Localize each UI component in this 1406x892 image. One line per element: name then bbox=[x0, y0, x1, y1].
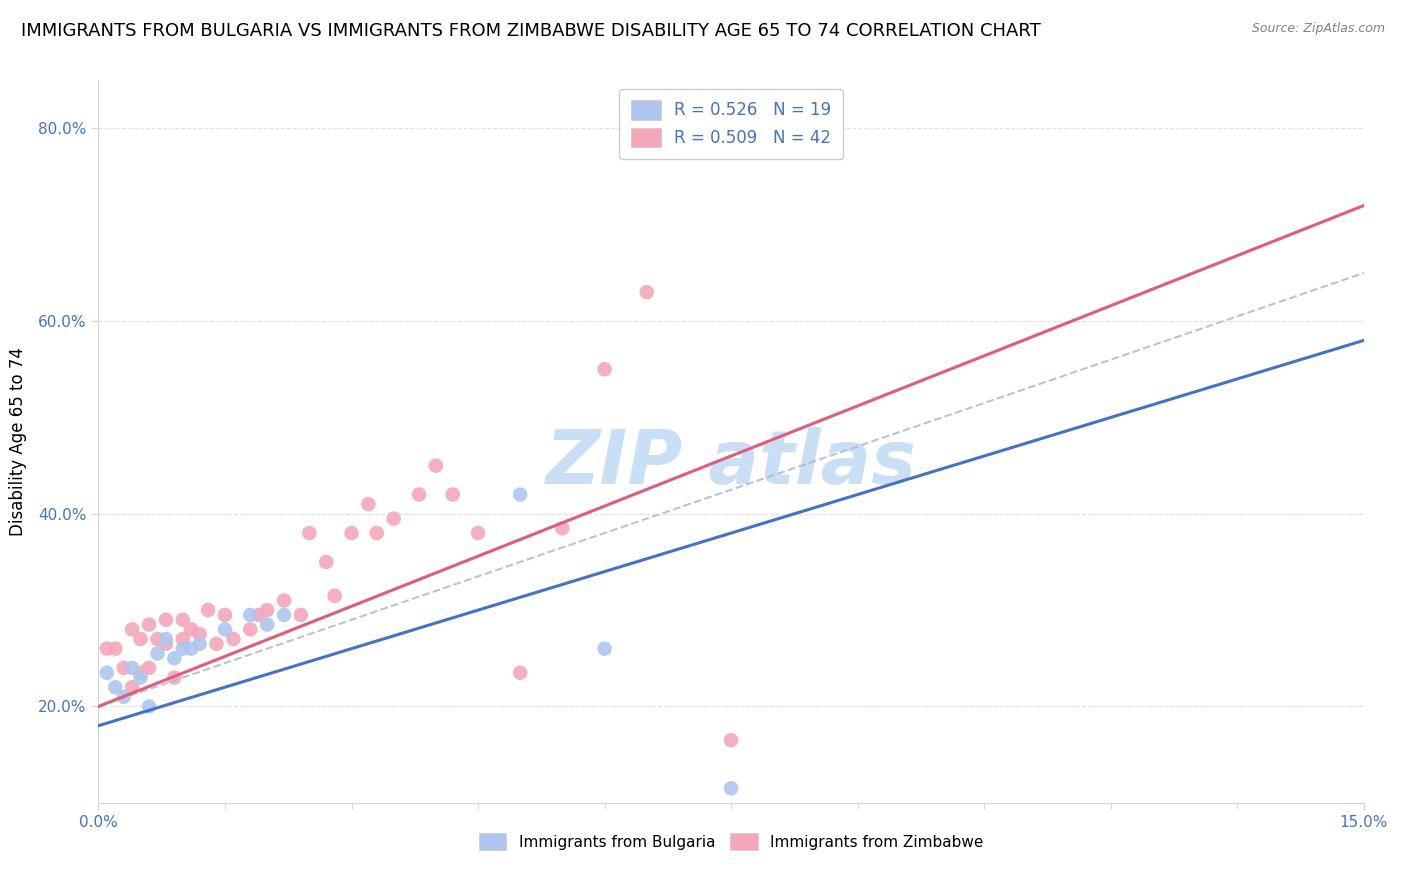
Point bbox=[146, 632, 169, 646]
Point bbox=[239, 623, 262, 637]
Point bbox=[509, 665, 531, 680]
Point bbox=[315, 555, 337, 569]
Point bbox=[273, 607, 295, 622]
Point bbox=[163, 651, 186, 665]
Point bbox=[155, 632, 177, 646]
Point bbox=[467, 526, 489, 541]
Point bbox=[104, 680, 127, 694]
Point bbox=[129, 632, 152, 646]
Point bbox=[256, 603, 278, 617]
Point bbox=[121, 623, 143, 637]
Point bbox=[96, 641, 118, 656]
Point bbox=[129, 671, 152, 685]
Point bbox=[636, 285, 658, 300]
Point bbox=[214, 607, 236, 622]
Point bbox=[163, 671, 186, 685]
Point bbox=[180, 623, 202, 637]
Point bbox=[138, 699, 160, 714]
Point bbox=[146, 647, 169, 661]
Point bbox=[425, 458, 447, 473]
Point bbox=[112, 690, 135, 704]
Legend: Immigrants from Bulgaria, Immigrants from Zimbabwe: Immigrants from Bulgaria, Immigrants fro… bbox=[472, 827, 990, 856]
Point bbox=[357, 497, 380, 511]
Point bbox=[197, 603, 219, 617]
Point bbox=[441, 487, 464, 501]
Point bbox=[172, 641, 194, 656]
Point bbox=[138, 661, 160, 675]
Point bbox=[112, 661, 135, 675]
Point bbox=[104, 641, 127, 656]
Point bbox=[96, 665, 118, 680]
Point bbox=[138, 617, 160, 632]
Point bbox=[214, 623, 236, 637]
Y-axis label: Disability Age 65 to 74: Disability Age 65 to 74 bbox=[8, 347, 27, 536]
Point bbox=[298, 526, 321, 541]
Point bbox=[509, 487, 531, 501]
Point bbox=[172, 632, 194, 646]
Text: IMMIGRANTS FROM BULGARIA VS IMMIGRANTS FROM ZIMBABWE DISABILITY AGE 65 TO 74 COR: IMMIGRANTS FROM BULGARIA VS IMMIGRANTS F… bbox=[21, 22, 1040, 40]
Point bbox=[323, 589, 346, 603]
Text: ZIP atlas: ZIP atlas bbox=[546, 426, 917, 500]
Point bbox=[366, 526, 388, 541]
Point bbox=[155, 637, 177, 651]
Point bbox=[239, 607, 262, 622]
Point bbox=[273, 593, 295, 607]
Point bbox=[188, 627, 211, 641]
Point bbox=[222, 632, 245, 646]
Point bbox=[172, 613, 194, 627]
Point bbox=[121, 680, 143, 694]
Text: Source: ZipAtlas.com: Source: ZipAtlas.com bbox=[1251, 22, 1385, 36]
Point bbox=[551, 521, 574, 535]
Point bbox=[129, 665, 152, 680]
Point bbox=[247, 607, 270, 622]
Point bbox=[720, 781, 742, 796]
Point bbox=[382, 511, 405, 525]
Point bbox=[121, 661, 143, 675]
Point bbox=[340, 526, 363, 541]
Point bbox=[205, 637, 228, 651]
Point bbox=[408, 487, 430, 501]
Point bbox=[256, 617, 278, 632]
Point bbox=[593, 641, 616, 656]
Point bbox=[290, 607, 312, 622]
Point bbox=[155, 613, 177, 627]
Point bbox=[720, 733, 742, 747]
Point bbox=[180, 641, 202, 656]
Point bbox=[188, 637, 211, 651]
Point bbox=[593, 362, 616, 376]
